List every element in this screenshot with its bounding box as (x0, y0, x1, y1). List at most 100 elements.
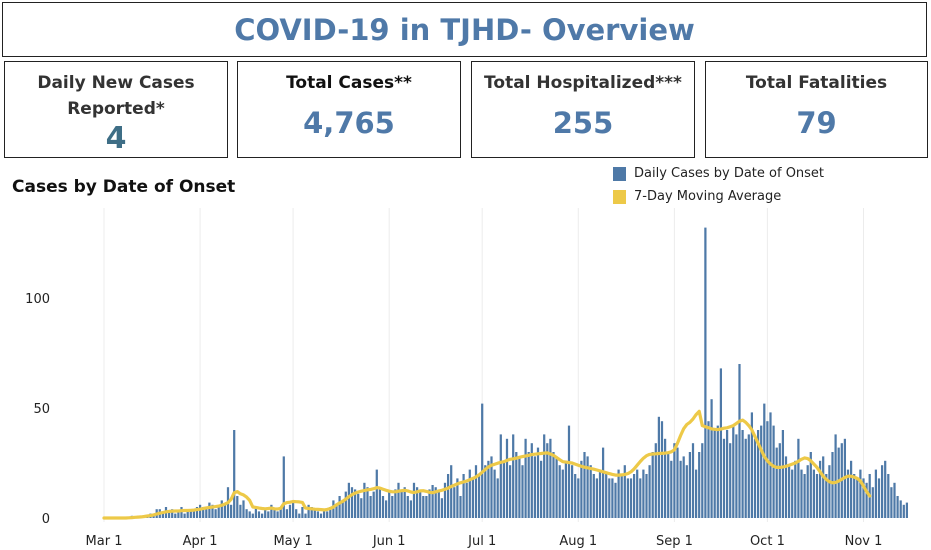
kpi-label: Daily New Cases Reported* (5, 70, 227, 122)
kpi-label: Total Hospitalized*** (484, 73, 682, 93)
chart-legend: Daily Cases by Date of Onset 7-Day Movin… (613, 162, 824, 208)
daily-case-bar (738, 364, 741, 518)
kpi-total-hospitalized: Total Hospitalized*** 255 (471, 61, 695, 158)
daily-case-bar (763, 403, 766, 518)
daily-case-bar (586, 456, 589, 518)
daily-case-bar (304, 513, 307, 518)
daily-case-bar (381, 496, 385, 518)
daily-case-bar (608, 478, 611, 518)
daily-case-bar (335, 504, 338, 518)
daily-case-bar (642, 469, 645, 518)
daily-case-bar (694, 469, 698, 518)
daily-case-bar (220, 500, 223, 518)
daily-case-bar (629, 478, 633, 518)
daily-case-bar (484, 465, 487, 518)
daily-case-bar (778, 443, 781, 518)
daily-case-bar (394, 489, 397, 518)
daily-case-bar (760, 425, 763, 518)
daily-case-bar (539, 460, 543, 518)
daily-case-bar (853, 474, 856, 518)
daily-case-bar (502, 460, 506, 518)
daily-case-bar (167, 511, 171, 518)
daily-case-bar (406, 496, 409, 518)
daily-case-bar (620, 474, 623, 518)
y-tick-label: 0 (42, 512, 50, 527)
daily-case-bar (282, 456, 285, 518)
daily-case-bar (291, 500, 295, 518)
daily-case-bar (208, 502, 211, 518)
daily-case-bar (198, 504, 202, 518)
daily-case-bar (676, 447, 679, 518)
daily-case-bar (372, 491, 375, 518)
x-tick-label: Sep 1 (656, 534, 693, 549)
daily-case-bar (350, 487, 354, 518)
daily-case-bar (806, 465, 809, 518)
daily-case-bar (512, 434, 515, 518)
daily-case-bar (288, 504, 292, 518)
daily-case-bar (192, 511, 196, 518)
daily-case-bar (276, 511, 279, 518)
daily-case-bar (639, 478, 642, 518)
legend-item-moving-average[interactable]: 7-Day Moving Average (613, 185, 824, 208)
daily-case-bar (285, 509, 289, 518)
daily-case-bar (239, 504, 242, 518)
daily-case-bar (437, 491, 440, 518)
daily-case-bar (189, 509, 192, 518)
daily-case-bar (657, 416, 661, 518)
daily-case-bar (322, 509, 326, 518)
daily-case-bar (319, 513, 323, 518)
daily-case-bar (561, 469, 564, 518)
daily-case-bar (589, 465, 592, 518)
daily-case-bar (409, 500, 413, 518)
daily-case-bar (316, 511, 320, 518)
daily-case-bar (264, 509, 267, 518)
daily-case-bar (558, 465, 561, 518)
daily-case-bar (313, 509, 316, 518)
daily-case-bar (536, 447, 540, 518)
daily-case-bar (887, 474, 890, 518)
daily-case-bar (229, 504, 233, 518)
daily-case-bar (654, 443, 657, 518)
daily-case-bar (673, 443, 676, 518)
daily-case-bar (443, 482, 447, 518)
legend-item-daily-cases[interactable]: Daily Cases by Date of Onset (613, 162, 824, 185)
daily-case-bar (273, 509, 276, 518)
daily-case-bar (450, 465, 453, 518)
daily-case-bar (270, 504, 273, 518)
daily-case-bar (893, 482, 896, 518)
kpi-label: Total Cases** (286, 73, 412, 93)
daily-case-bar (598, 469, 602, 518)
daily-case-bar (784, 456, 788, 518)
x-tick-label: May 1 (273, 534, 312, 549)
daily-case-bar (260, 513, 264, 518)
daily-case-bar (310, 507, 313, 518)
daily-case-bar (186, 509, 189, 518)
daily-case-bar (567, 425, 571, 518)
daily-case-bar (880, 465, 884, 518)
daily-case-bar (403, 487, 406, 518)
daily-case-bar (521, 465, 524, 518)
daily-case-bar (453, 487, 456, 518)
daily-case-bar (831, 452, 834, 518)
daily-case-bar (781, 430, 785, 518)
daily-case-bar (828, 465, 831, 518)
daily-case-bar (360, 498, 363, 518)
daily-case-bar (490, 456, 493, 518)
daily-case-bar (552, 452, 555, 518)
daily-case-bar (859, 469, 862, 518)
daily-case-bar (846, 469, 850, 518)
x-tick-label: Apr 1 (183, 534, 218, 549)
daily-case-bar (357, 493, 360, 518)
daily-case-bar (555, 456, 558, 518)
daily-case-bar (515, 452, 518, 518)
daily-case-bar (462, 474, 465, 518)
dashboard-title-box: COVID-19 in TJHD- Overview (2, 2, 927, 57)
daily-case-bar (753, 438, 757, 518)
daily-case-bar (419, 491, 422, 518)
daily-case-bar (217, 507, 220, 518)
kpi-value: 4,765 (303, 106, 395, 140)
daily-case-bar (803, 474, 806, 518)
daily-case-bar (211, 504, 214, 518)
daily-case-bar (459, 496, 462, 518)
daily-case-bar (890, 487, 893, 518)
